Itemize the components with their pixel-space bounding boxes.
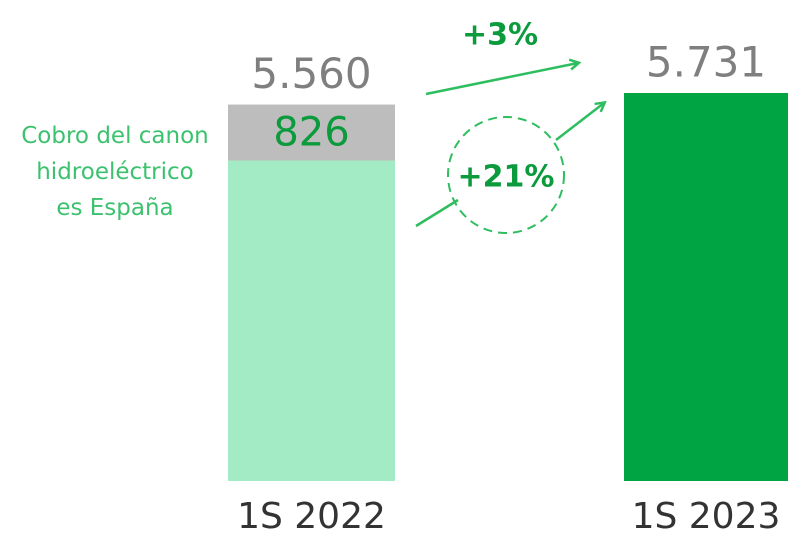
bar xyxy=(228,160,395,481)
annotation: +3% xyxy=(462,18,538,53)
arrow xyxy=(425,63,578,96)
legend: Cobro del canon hidroeléctrico es España xyxy=(21,123,209,221)
dashed-circle xyxy=(447,116,565,234)
total-label: 5.731 xyxy=(646,38,766,87)
bar xyxy=(624,93,788,481)
plot: 826 5.560 1S 2022 5.731 1S 2023 xyxy=(228,38,788,537)
x-tick-label: 1S 2023 xyxy=(632,496,781,537)
total-label: 5.560 xyxy=(251,49,371,98)
arrow xyxy=(415,198,459,228)
annotation: +21% xyxy=(458,160,555,195)
bar xyxy=(228,104,395,161)
data-label: 826 xyxy=(273,110,349,156)
x-tick-label: 1S 2022 xyxy=(237,496,386,537)
legend-label: Cobro del canon hidroeléctrico es España xyxy=(21,123,209,221)
arrow xyxy=(555,103,604,141)
